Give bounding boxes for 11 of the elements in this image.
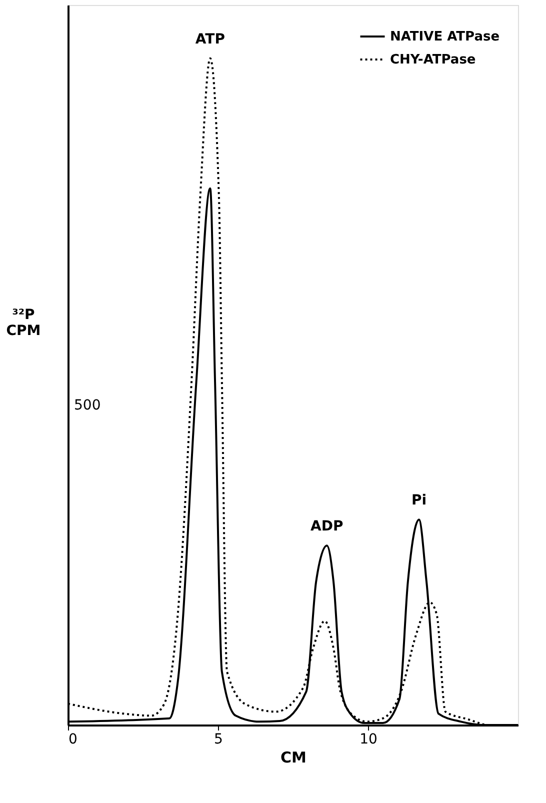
y-axis-title: ³²P CPM xyxy=(6,307,41,340)
annotation: Pi xyxy=(411,492,427,509)
annotation: 500 xyxy=(74,397,101,414)
annotation: ADP xyxy=(310,518,344,535)
x-axis-title: CM xyxy=(280,748,306,766)
x-tick-label: 10 xyxy=(360,732,378,748)
legend-label: CHY-ATPase xyxy=(390,52,476,68)
x-tick-label: 0 xyxy=(68,732,78,748)
x-tick-label: 5 xyxy=(214,732,223,748)
text: ATP xyxy=(195,31,225,48)
legend-label: NATIVE ATPase xyxy=(390,30,500,44)
